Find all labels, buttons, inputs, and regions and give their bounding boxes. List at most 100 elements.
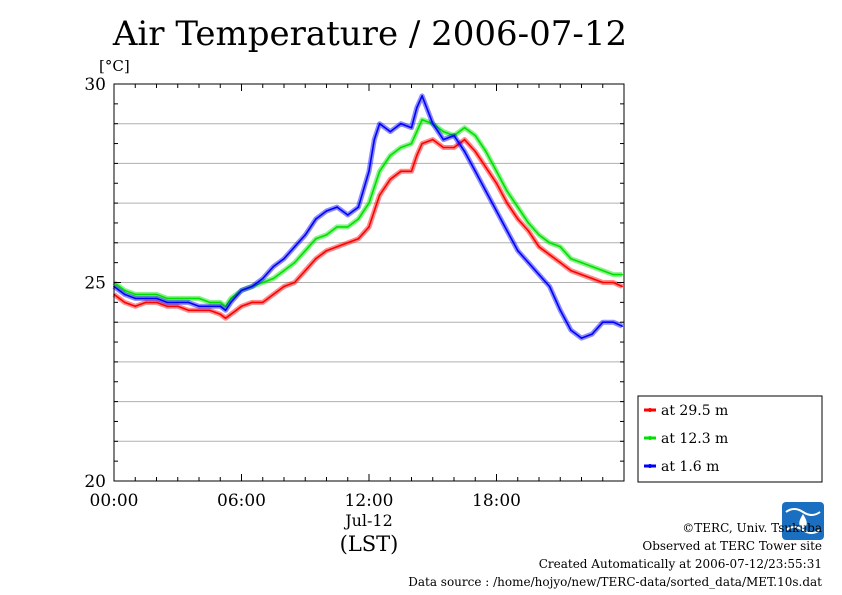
data-point <box>416 107 418 109</box>
legend-label: at 12.3 m <box>661 431 728 447</box>
data-point <box>198 309 200 312</box>
data-point <box>453 134 455 137</box>
terc-logo <box>782 502 824 540</box>
data-point <box>304 249 307 252</box>
data-point <box>538 234 540 236</box>
data-point <box>416 154 418 157</box>
data-point <box>378 170 381 173</box>
data-point <box>506 230 508 232</box>
data-point <box>325 249 328 252</box>
data-point <box>357 206 360 208</box>
data-point <box>283 257 285 260</box>
data-point <box>570 269 572 272</box>
data-point <box>463 138 466 141</box>
series-line <box>113 118 623 308</box>
data-point <box>304 269 307 272</box>
data-point <box>198 297 200 300</box>
data-point <box>176 301 179 304</box>
data-point <box>198 305 200 308</box>
data-point <box>580 261 583 264</box>
data-point <box>495 170 498 173</box>
data-point <box>527 222 530 224</box>
legend-marker <box>648 408 652 412</box>
data-point <box>368 170 370 173</box>
data-point <box>336 245 338 248</box>
data-point <box>251 301 253 304</box>
data-point <box>123 301 126 304</box>
data-point <box>224 309 227 312</box>
data-point <box>580 273 583 276</box>
data-point <box>224 305 227 308</box>
data-point <box>601 321 604 324</box>
x-tick-label: 00:00 <box>90 491 139 511</box>
data-point <box>442 130 445 133</box>
grid-lines <box>114 123 624 442</box>
data-point <box>485 190 487 192</box>
data-point <box>208 301 211 304</box>
data-point <box>272 265 275 268</box>
data-point <box>325 210 328 212</box>
y-tick-label: 20 <box>84 472 106 492</box>
data-point <box>230 301 232 304</box>
legend-marker <box>648 464 652 468</box>
data-point <box>474 134 477 137</box>
data-point <box>570 329 572 331</box>
y-axis-label: [°C] <box>99 57 130 75</box>
data-point <box>373 210 376 212</box>
data-point <box>145 297 147 300</box>
data-point <box>410 126 413 129</box>
data-point <box>527 230 530 232</box>
data-point <box>516 218 519 220</box>
data-point <box>570 257 572 260</box>
data-point <box>208 309 211 312</box>
data-point <box>378 122 381 125</box>
data-point <box>421 118 423 121</box>
data-point <box>621 273 624 276</box>
data-point <box>134 305 137 308</box>
data-point <box>240 289 243 292</box>
data-point <box>230 297 232 300</box>
data-point <box>315 238 317 240</box>
data-point <box>272 293 275 296</box>
data-point <box>421 142 423 145</box>
data-point <box>601 281 604 284</box>
data-point <box>368 226 370 228</box>
data-point <box>506 202 508 204</box>
data-point <box>346 226 349 228</box>
data-point <box>410 170 413 173</box>
data-point <box>187 297 190 300</box>
x-date-label: Jul-12 <box>343 511 393 530</box>
data-point <box>527 261 530 264</box>
series-line <box>113 138 623 320</box>
data-point <box>251 285 253 288</box>
series-line-halo <box>112 93 624 341</box>
data-point <box>283 269 285 272</box>
footer-source: Data source : /home/hojyo/new/TERC-data/… <box>408 575 822 589</box>
data-point <box>176 305 179 308</box>
data-point <box>453 146 455 149</box>
data-point <box>431 138 434 141</box>
data-point <box>230 313 232 316</box>
data-point <box>155 301 158 304</box>
data-point <box>400 146 402 149</box>
data-point <box>516 249 519 252</box>
data-point <box>315 257 317 260</box>
x-tick-label: 18:00 <box>472 491 521 511</box>
data-point <box>580 337 583 339</box>
data-point <box>506 190 508 192</box>
data-point <box>134 293 137 296</box>
data-point <box>187 301 190 304</box>
data-point <box>621 285 624 288</box>
data-point <box>357 238 360 240</box>
data-point <box>293 261 296 264</box>
data-point <box>485 166 487 169</box>
series-line <box>113 95 623 339</box>
legend-box <box>637 395 823 483</box>
legend-label: at 29.5 m <box>661 403 728 419</box>
chart-title: Air Temperature / 2006-07-12 <box>112 14 628 54</box>
data-point <box>145 301 147 304</box>
legend-marker <box>648 436 652 440</box>
data-point <box>559 245 562 248</box>
data-point <box>410 142 413 145</box>
data-point <box>389 154 392 157</box>
